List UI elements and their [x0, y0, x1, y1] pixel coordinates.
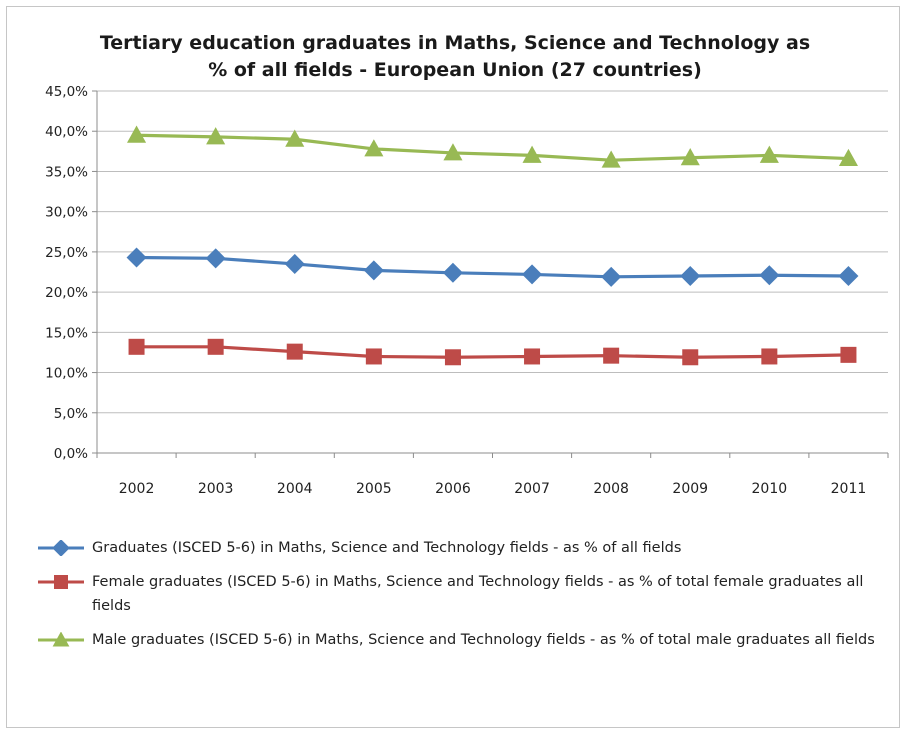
- x-tick-labels: 2002 2003 2004 2005 2006 2007 2008 2009 2010 2011: [119, 481, 867, 497]
- data-point: [207, 338, 224, 355]
- data-point: [682, 349, 699, 366]
- data-point: [285, 129, 305, 147]
- data-point: [522, 145, 542, 163]
- gridlines: [97, 90, 888, 414]
- x-tick-label: 2011: [831, 481, 867, 497]
- legend-swatch-marker: [52, 632, 70, 647]
- y-tick-labels: 0,0% 5,0% 10,0% 15,0% 20,0% 25,0% 30,0% 35,0% 40…: [45, 84, 88, 462]
- x-tick-label: 2003: [198, 481, 234, 497]
- chart-title-line-2: % of all fields - European Union (27 cou…: [208, 59, 702, 81]
- data-point: [284, 253, 305, 274]
- data-point: [680, 148, 700, 166]
- axes: [92, 90, 889, 458]
- y-tick-label: 25,0%: [45, 245, 88, 261]
- x-tick-label: 2008: [593, 481, 629, 497]
- y-tick-label: 20,0%: [45, 285, 88, 301]
- data-point: [524, 348, 541, 365]
- x-tick-label: 2002: [119, 481, 155, 497]
- y-tick-label: 30,0%: [45, 205, 88, 221]
- data-point: [603, 347, 620, 364]
- data-point: [680, 266, 701, 287]
- y-tick-label: 10,0%: [45, 366, 88, 382]
- data-point: [286, 343, 303, 360]
- data-point: [444, 349, 461, 366]
- chart-title-line-1: Tertiary education graduates in Maths, S…: [99, 32, 811, 54]
- x-tick-label: 2006: [435, 481, 471, 497]
- data-point: [206, 127, 226, 145]
- legend-entry: Male graduates (ISCED 5-6) in Maths, Sci…: [36, 628, 876, 652]
- legend-swatch: [38, 540, 84, 556]
- data-point: [759, 265, 780, 286]
- series-line: [136, 345, 849, 359]
- data-point: [363, 260, 384, 281]
- series-square: [128, 338, 857, 366]
- data-point: [838, 266, 859, 287]
- data-point: [761, 348, 778, 365]
- data-point: [838, 148, 858, 167]
- legend-swatch-marker: [54, 575, 68, 589]
- data-point: [601, 150, 621, 168]
- data-point: [443, 143, 463, 161]
- x-tick-label: 2007: [514, 481, 550, 497]
- data-point: [442, 262, 463, 283]
- data-point: [522, 264, 543, 285]
- series-line: [136, 133, 849, 162]
- data-point: [128, 338, 145, 355]
- series-line: [136, 255, 849, 279]
- data-point: [126, 247, 147, 268]
- chart-title: Tertiary education graduates in Maths, S…: [40, 30, 870, 84]
- x-tick-label: 2005: [356, 481, 392, 497]
- data-point: [205, 248, 226, 269]
- series-diamond: [126, 247, 859, 287]
- data-point: [364, 139, 384, 157]
- legend-label: Female graduates (ISCED 5-6) in Maths, S…: [92, 574, 864, 614]
- x-tick-label: 2004: [277, 481, 313, 497]
- legend-entry: Graduates (ISCED 5-6) in Maths, Science …: [36, 536, 876, 560]
- y-tick-label: 45,0%: [45, 84, 88, 100]
- data-series: [126, 125, 859, 366]
- y-tick-label: 5,0%: [54, 406, 88, 422]
- legend-swatch: [38, 575, 84, 589]
- data-point: [759, 145, 779, 163]
- legend-label: Graduates (ISCED 5-6) in Maths, Science …: [92, 540, 682, 556]
- chart-legend: Graduates (ISCED 5-6) in Maths, Science …: [36, 536, 876, 652]
- y-tick-label: 0,0%: [54, 446, 88, 462]
- x-tick-label: 2009: [672, 481, 708, 497]
- data-point: [601, 266, 622, 287]
- data-point: [840, 346, 857, 363]
- chart-frame: [6, 6, 900, 728]
- legend-swatch-marker: [52, 540, 70, 556]
- legend-entry: Female graduates (ISCED 5-6) in Maths, S…: [36, 570, 876, 618]
- legend-swatch: [38, 632, 84, 647]
- legend-label: Male graduates (ISCED 5-6) in Maths, Sci…: [92, 632, 875, 648]
- series-triangle: [127, 125, 858, 168]
- y-tick-label: 35,0%: [45, 164, 88, 180]
- y-tick-label: 40,0%: [45, 124, 88, 140]
- data-point: [127, 125, 147, 143]
- x-tick-label: 2010: [752, 481, 788, 497]
- y-tick-label: 15,0%: [45, 325, 88, 341]
- data-point: [365, 348, 382, 365]
